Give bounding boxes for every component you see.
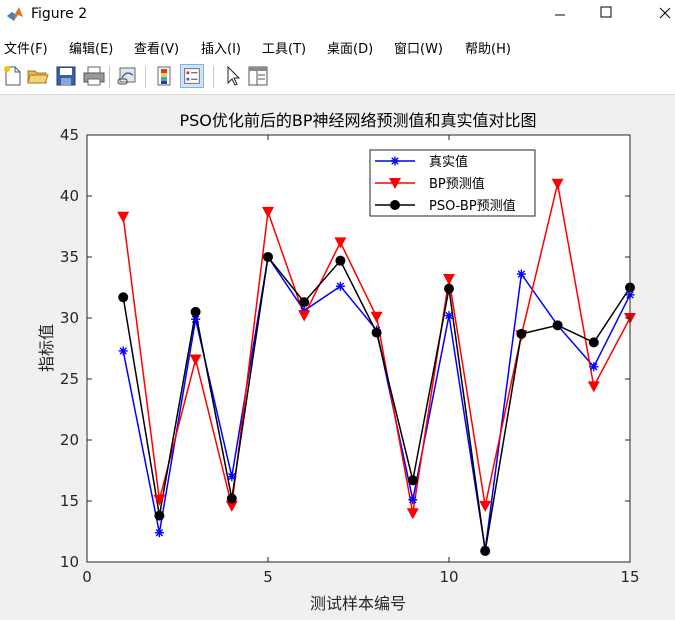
menu-insert[interactable]: 插入(I) [201,42,241,57]
data-point-pso-bp [154,510,165,521]
x-axis-label: 测试样本编号 [310,594,406,613]
toolbar-separator [213,66,214,88]
minimize-icon[interactable] [537,0,583,30]
data-point-pso-bp [118,292,129,303]
chart[interactable]: 0 5 10 15 10 15 20 25 30 35 40 45 PSO优化前后的BP神经网络预测值… [0,95,675,616]
data-point-pso-bp [588,337,599,348]
y-tick-label: 15 [60,492,79,510]
data-point-true [444,311,454,321]
window-title: Figure 2 [31,6,88,22]
data-point-bp [117,211,130,223]
data-point-bp [189,354,202,366]
save-icon[interactable] [54,64,78,88]
legend[interactable]: 真实值 BP预测值 PSO-BP预测值 [369,149,536,217]
data-point-true [118,346,128,356]
menu-tools[interactable]: 工具(T) [262,42,307,57]
axes-box [86,134,631,563]
data-point-true [408,495,418,505]
data-point-bp [262,206,274,218]
x-tick-label: 10 [439,568,458,586]
y-tick-label: 30 [60,309,79,327]
y-tick-label: 25 [60,370,79,388]
chart-title: PSO优化前后的BP神经网络预测值和真实值对比图 [179,111,536,130]
legend-label-bp: BP预测值 [429,176,485,192]
data-point-true [227,472,237,482]
data-point-pso-bp [226,493,237,504]
data-point-bp [406,508,419,520]
open-file-icon[interactable] [26,64,50,88]
menu-window[interactable]: 窗口(W) [394,42,443,57]
x-tick-label: 5 [263,568,273,586]
legend-marker-true [390,156,400,166]
property-inspector-icon[interactable] [246,64,270,88]
data-point-pso-bp [516,328,527,339]
data-point-bp [298,310,311,322]
toolbar [0,60,675,95]
legend-marker-bp [389,178,401,189]
menu-edit[interactable]: 编辑(E) [69,42,114,57]
y-tick-label: 20 [60,431,79,449]
legend-marker-pso-bp [390,200,400,210]
menu-view[interactable]: 查看(V) [134,42,180,57]
print-icon[interactable] [82,64,106,88]
matlab-logo-icon [7,7,23,21]
data-point-pso-bp [444,283,454,294]
axes-background [87,135,630,562]
y-axis-label: 指标值 [37,324,56,372]
toolbar-separator [109,66,110,88]
data-point-bp [370,311,383,323]
x-tick-label: 15 [620,568,639,586]
figure-area: 0 5 10 15 10 15 20 25 30 35 40 45 PSO优化前后的BP神经网络预测值… [0,95,675,616]
close-icon[interactable] [629,0,675,30]
data-point-bp [443,273,455,285]
menu-help[interactable]: 帮助(H) [465,42,511,57]
data-point-true [191,314,201,324]
data-point-pso-bp [190,306,201,317]
data-point-pso-bp [407,475,418,486]
data-point-pso-bp [299,297,310,308]
menu-bar: 文件(F) 编辑(E) 查看(V) 插入(I) 工具(T) 桌面(D) 窗口(W… [0,30,675,60]
new-figure-icon[interactable] [1,64,25,88]
y-tick-label: 45 [60,126,79,144]
x-tick-label: 0 [82,568,92,586]
legend-label-true: 真实值 [429,154,468,170]
data-point-pso-bp [480,546,491,557]
y-tick-label: 35 [60,248,79,266]
pointer-icon[interactable] [220,64,244,88]
data-point-true [154,528,164,538]
legend-icon[interactable] [180,64,204,88]
link-plot-icon[interactable] [116,64,140,88]
y-tick-label: 10 [60,553,79,571]
data-point-pso-bp [371,327,382,338]
data-point-pso-bp [552,320,563,331]
data-point-bp [587,381,600,393]
data-point-bp [551,178,564,190]
menu-desktop[interactable]: 桌面(D) [327,42,374,57]
data-point-bp [153,494,166,506]
menu-file[interactable]: 文件(F) [4,42,48,57]
data-point-bp [479,500,492,512]
data-point-true [335,281,345,291]
data-point-bp [334,237,347,249]
data-point-true [516,269,526,279]
data-point-pso-bp [263,252,273,262]
colorbar-icon[interactable] [152,64,176,88]
legend-label-pso-bp: PSO-BP预测值 [429,198,516,214]
maximize-icon[interactable] [583,0,629,30]
toolbar-separator [145,66,146,88]
title-bar: Figure 2 [0,0,675,30]
data-point-true [589,362,599,372]
data-point-pso-bp [335,255,346,266]
data-point-bp [225,500,238,512]
y-tick-label: 40 [60,187,79,205]
